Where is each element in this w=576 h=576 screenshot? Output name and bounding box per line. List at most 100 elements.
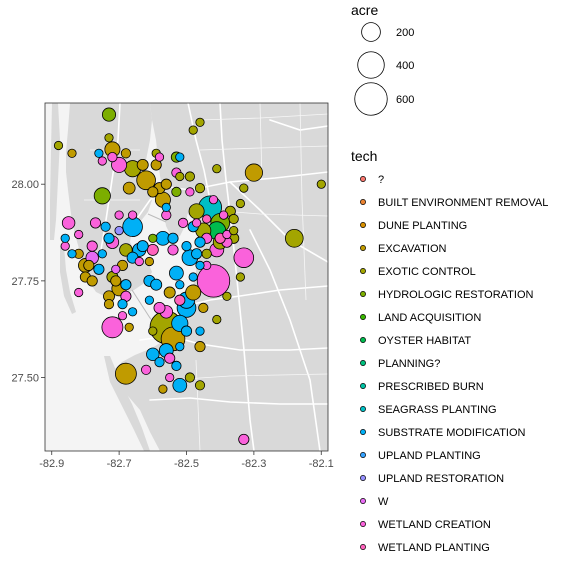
data-point xyxy=(114,226,124,236)
data-point xyxy=(198,302,209,313)
data-point xyxy=(167,232,179,244)
size-legend-label: 200 xyxy=(396,27,414,39)
data-point xyxy=(161,202,171,212)
data-point xyxy=(195,326,205,336)
data-point xyxy=(184,171,195,182)
data-point xyxy=(244,163,263,182)
data-point xyxy=(93,187,111,205)
data-point xyxy=(219,210,229,220)
data-point xyxy=(103,299,115,310)
data-point xyxy=(212,314,222,325)
color-legend-label: UPLAND PLANTING xyxy=(378,450,481,462)
data-point xyxy=(239,183,249,193)
data-point xyxy=(67,148,77,158)
data-point xyxy=(172,377,188,393)
data-point xyxy=(188,125,198,135)
data-point xyxy=(181,241,192,252)
data-point xyxy=(60,241,70,251)
x-tick-label: -82.3 xyxy=(241,458,266,470)
land-barrier-south xyxy=(60,246,76,314)
data-point xyxy=(117,311,128,321)
data-point xyxy=(153,301,166,314)
data-point xyxy=(194,236,206,248)
data-point xyxy=(195,260,205,270)
data-point xyxy=(235,272,245,282)
data-point xyxy=(146,347,160,362)
data-point xyxy=(117,299,128,310)
data-point xyxy=(154,152,165,162)
color-legend-label: DUNE PLANTING xyxy=(378,220,467,232)
data-point xyxy=(136,240,149,253)
color-legend-key xyxy=(360,383,366,389)
data-points xyxy=(53,107,326,445)
data-point xyxy=(201,248,212,259)
data-point xyxy=(134,256,144,267)
data-point xyxy=(110,275,122,287)
color-legend-label: SEAGRASS PLANTING xyxy=(378,404,497,416)
size-legend: acre 200 400 600 xyxy=(351,2,414,116)
color-legend-key xyxy=(360,268,366,274)
data-point xyxy=(120,279,132,291)
data-point xyxy=(175,280,185,290)
data-point xyxy=(97,156,107,166)
data-point xyxy=(196,264,231,298)
data-point xyxy=(86,240,98,252)
data-point xyxy=(124,322,134,332)
data-point xyxy=(165,372,175,383)
x-tick-label: -82.5 xyxy=(174,458,199,470)
data-point xyxy=(175,341,185,352)
data-point xyxy=(208,195,219,205)
data-point xyxy=(101,107,117,122)
data-point xyxy=(235,198,245,209)
data-point xyxy=(175,152,185,162)
data-point xyxy=(136,158,149,171)
data-point xyxy=(128,307,138,317)
y-tick-label: 27.75 xyxy=(11,276,39,288)
data-point xyxy=(128,210,138,220)
data-point xyxy=(120,148,131,159)
color-legend-label: SUBSTRATE MODIFICATION xyxy=(378,427,526,439)
color-legend-key xyxy=(360,452,366,458)
color-legend-title: tech xyxy=(351,148,377,164)
data-point xyxy=(164,352,176,364)
data-point xyxy=(141,364,152,375)
data-point xyxy=(184,372,195,383)
data-point xyxy=(94,148,104,158)
size-legend-key xyxy=(354,82,388,116)
color-legend-items: ? BUILT ENVIRONMENT REMOVAL DUNE PLANTING E… xyxy=(360,174,548,554)
color-legend-label: UPLAND RESTORATION xyxy=(378,473,504,485)
y-tick-label: 27.50 xyxy=(11,373,39,385)
data-point xyxy=(107,152,118,163)
basemap-roads xyxy=(99,103,328,451)
data-point xyxy=(174,294,186,306)
data-point xyxy=(104,133,114,143)
color-legend-key xyxy=(360,337,366,343)
data-point xyxy=(175,171,185,182)
size-legend-label: 600 xyxy=(396,94,414,106)
color-legend-key xyxy=(360,176,366,182)
data-point xyxy=(180,325,193,337)
data-point xyxy=(202,214,212,224)
color-legend-key xyxy=(360,475,366,481)
data-point xyxy=(101,316,124,339)
data-point xyxy=(188,272,198,282)
color-legend-key xyxy=(360,245,366,251)
data-point xyxy=(103,232,115,244)
color-legend-label: OYSTER HABITAT xyxy=(378,335,471,347)
color-legend-label: PRESCRIBED BURN xyxy=(378,381,484,393)
size-legend-key xyxy=(361,22,381,42)
data-point xyxy=(222,229,232,240)
data-point xyxy=(185,187,195,197)
size-legend-key xyxy=(357,51,385,79)
color-legend-key xyxy=(360,544,366,550)
color-legend-label: WETLAND PLANTING xyxy=(378,542,490,554)
data-point xyxy=(146,243,159,256)
data-point xyxy=(136,170,156,191)
data-point xyxy=(316,179,326,189)
data-point xyxy=(86,275,98,287)
data-point xyxy=(222,291,232,301)
color-legend-label: ? xyxy=(378,174,384,186)
x-tick-label: -82.1 xyxy=(309,458,334,470)
x-tick-label: -82.7 xyxy=(107,458,132,470)
